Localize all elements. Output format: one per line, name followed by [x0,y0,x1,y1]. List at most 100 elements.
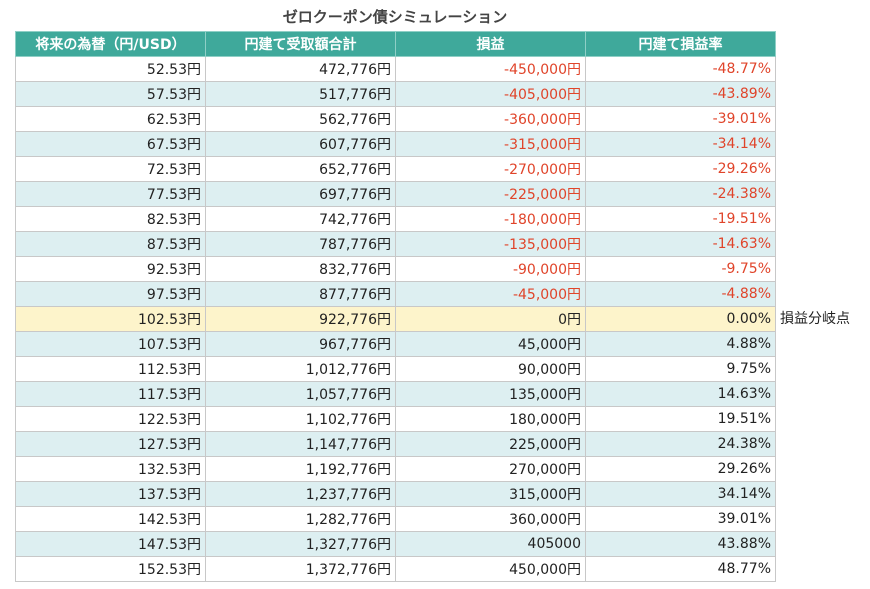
table-cell: 652,776円 [205,156,396,182]
table-row: 92.53円 832,776円 -90,000円 -9.75% [15,256,776,282]
table-cell: 52.53円 [15,56,206,82]
table-cell: 832,776円 [205,256,396,282]
table-cell: 112.53円 [15,356,206,382]
table-cell: -48.77% [585,56,776,82]
table-cell: 142.53円 [15,506,206,532]
table-cell: 405000 [395,531,586,557]
table-cell: -4.88% [585,281,776,307]
table-row: 57.53円 517,776円 -405,000円 -43.89% [15,81,776,107]
table-cell: 9.75% [585,356,776,382]
table-cell: -9.75% [585,256,776,282]
table-cell: 1,012,776円 [205,356,396,382]
table-cell: -360,000円 [395,106,586,132]
table-cell: 77.53円 [15,181,206,207]
table-cell: -270,000円 [395,156,586,182]
table-cell: 315,000円 [395,481,586,507]
table-cell: 1,102,776円 [205,406,396,432]
table-cell: -43.89% [585,81,776,107]
table-row: 97.53円 877,776円 -45,000円 -4.88% [15,281,776,307]
table-cell: 922,776円 [205,306,396,332]
table-cell: 877,776円 [205,281,396,307]
table-row: 132.53円 1,192,776円 270,000円 29.26% [15,456,776,482]
table-row: 72.53円 652,776円 -270,000円 -29.26% [15,156,776,182]
table-cell: -90,000円 [395,256,586,282]
table-cell: 135,000円 [395,381,586,407]
table-cell: 45,000円 [395,331,586,357]
table-cell: 607,776円 [205,131,396,157]
table-cell: 43.88% [585,531,776,557]
table-row: 82.53円 742,776円 -180,000円 -19.51% [15,206,776,232]
table-cell: 1,372,776円 [205,556,396,582]
table-cell: -45,000円 [395,281,586,307]
table-cell: 152.53円 [15,556,206,582]
table-row: 102.53円 922,776円 0円 0.00% [15,306,776,332]
table-cell: 62.53円 [15,106,206,132]
table-row: 117.53円 1,057,776円 135,000円 14.63% [15,381,776,407]
table-cell: -450,000円 [395,56,586,82]
table-row: 87.53円 787,776円 -135,000円 -14.63% [15,231,776,257]
table-row: 112.53円 1,012,776円 90,000円 9.75% [15,356,776,382]
table-cell: 1,192,776円 [205,456,396,482]
table-cell: 742,776円 [205,206,396,232]
table-cell: 450,000円 [395,556,586,582]
table-cell: 472,776円 [205,56,396,82]
table-cell: 1,147,776円 [205,431,396,457]
table-cell: 1,057,776円 [205,381,396,407]
header-cell: 将来の為替（円/USD） [15,31,206,57]
table-cell: 29.26% [585,456,776,482]
table-cell: -315,000円 [395,131,586,157]
table-cell: -225,000円 [395,181,586,207]
table-cell: 787,776円 [205,231,396,257]
header-cell: 損益 [395,31,586,57]
table-cell: 92.53円 [15,256,206,282]
table-cell: 4.88% [585,331,776,357]
table-cell: 0円 [395,306,586,332]
table-cell: -135,000円 [395,231,586,257]
table-cell: 90,000円 [395,356,586,382]
table-cell: -34.14% [585,131,776,157]
title: ゼロクーポン債シミュレーション [282,8,508,26]
table-cell: 517,776円 [205,81,396,107]
table-cell: 1,237,776円 [205,481,396,507]
table-cell: 697,776円 [205,181,396,207]
table-cell: 34.14% [585,481,776,507]
table-cell: 107.53円 [15,331,206,357]
table-row: 152.53円 1,372,776円 450,000円 48.77% [15,556,776,582]
note: 損益分岐点 [780,311,850,327]
table-cell: 39.01% [585,506,776,532]
table-cell: 225,000円 [395,431,586,457]
table-cell: 562,776円 [205,106,396,132]
table-cell: 127.53円 [15,431,206,457]
table-cell: 72.53円 [15,156,206,182]
table-cell: 57.53円 [15,81,206,107]
table-cell: 122.53円 [15,406,206,432]
table-cell: 1,327,776円 [205,531,396,557]
table-cell: 270,000円 [395,456,586,482]
table-cell: 1,282,776円 [205,506,396,532]
table: 将来の為替（円/USD） 円建て受取額合計 損益 円建て損益率 52.53円 472,7… [15,31,776,582]
table-cell: -405,000円 [395,81,586,107]
table-cell: 180,000円 [395,406,586,432]
table-row: 77.53円 697,776円 -225,000円 -24.38% [15,181,776,207]
table-row: 127.53円 1,147,776円 225,000円 24.38% [15,431,776,457]
table-cell: 147.53円 [15,531,206,557]
table-row: 147.53円 1,327,776円 405000 43.88% [15,531,776,557]
table-row: 142.53円 1,282,776円 360,000円 39.01% [15,506,776,532]
table-row: 52.53円 472,776円 -450,000円 -48.77% [15,56,776,82]
header-cell: 円建て損益率 [585,31,776,57]
table-row: 137.53円 1,237,776円 315,000円 34.14% [15,481,776,507]
table-cell: 117.53円 [15,381,206,407]
table-row: 122.53円 1,102,776円 180,000円 19.51% [15,406,776,432]
table-row: 62.53円 562,776円 -360,000円 -39.01% [15,106,776,132]
table-cell: 19.51% [585,406,776,432]
table-cell: 14.63% [585,381,776,407]
table-cell: 360,000円 [395,506,586,532]
table-cell: 87.53円 [15,231,206,257]
table-cell: -39.01% [585,106,776,132]
table-cell: -29.26% [585,156,776,182]
table-cell: -19.51% [585,206,776,232]
table-cell: 132.53円 [15,456,206,482]
table-cell: 967,776円 [205,331,396,357]
table-cell: 24.38% [585,431,776,457]
table-cell: 0.00% [585,306,776,332]
